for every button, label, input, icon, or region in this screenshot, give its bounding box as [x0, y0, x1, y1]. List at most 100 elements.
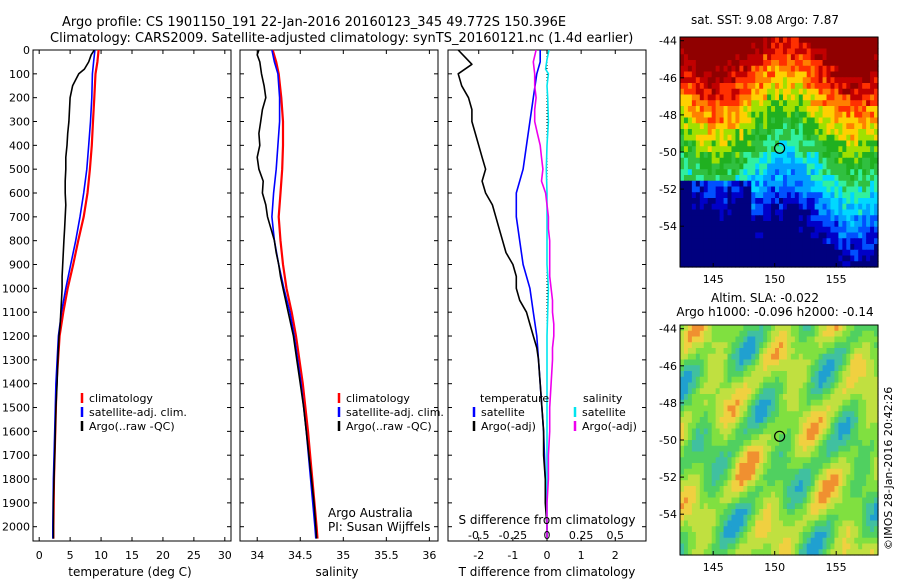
m2-cell — [687, 474, 693, 481]
m2-cell — [826, 468, 832, 476]
m2-cell — [782, 411, 788, 418]
m1-cell — [747, 249, 752, 257]
m2-cell — [818, 417, 824, 424]
m2-cell — [794, 468, 800, 476]
m1-cell — [731, 100, 737, 107]
m2-cell — [834, 480, 839, 487]
m2-cell — [691, 543, 697, 550]
m2-cell — [691, 440, 697, 447]
m2-cell — [806, 486, 812, 493]
m2-cell — [687, 486, 693, 493]
m2-cell — [771, 532, 776, 539]
m1-cell — [790, 163, 796, 170]
m1-cell — [782, 175, 788, 182]
m2-cell — [854, 382, 859, 389]
m1-cell — [858, 134, 863, 142]
m2-cell — [814, 497, 820, 504]
m2-cell — [826, 463, 832, 470]
m1-cell — [771, 244, 776, 251]
m2-cell — [695, 376, 701, 384]
m2-cell — [842, 526, 847, 533]
m1-cell — [870, 244, 875, 251]
m1-cell — [703, 175, 709, 182]
m1-cell — [767, 111, 772, 119]
m2-cell — [751, 497, 756, 504]
m2-cell — [703, 365, 709, 372]
m2-cell — [743, 325, 748, 332]
p1-xtick-label: 10 — [94, 549, 108, 562]
m2-cell — [695, 457, 701, 464]
m2-cell — [786, 532, 792, 539]
m1-cell — [731, 169, 737, 176]
m2-cell — [775, 532, 780, 539]
m1-cell — [830, 77, 836, 84]
m2-cell — [715, 330, 721, 338]
m1-cell — [759, 140, 764, 147]
m2-cell — [711, 411, 717, 418]
m2-cell — [858, 365, 863, 372]
m1-cell — [739, 134, 744, 142]
m1-cell — [794, 180, 800, 188]
m2-cell — [775, 451, 780, 458]
m1-cell — [731, 152, 737, 159]
m1-cell — [779, 123, 784, 130]
m2-cell — [794, 526, 800, 533]
m1-cell — [727, 106, 733, 113]
m1-cell — [814, 169, 820, 176]
m2-cell — [691, 411, 697, 418]
m2-cell — [846, 543, 851, 550]
m2-cell — [739, 474, 744, 481]
m1-cell — [870, 129, 875, 136]
m1-cell — [723, 261, 729, 268]
m2-cell — [695, 388, 701, 395]
m1-cell — [786, 157, 792, 165]
m1-cell — [743, 106, 748, 113]
m2-cell — [703, 474, 709, 481]
m1-cell — [751, 134, 756, 142]
m1-cell — [786, 140, 792, 147]
m2-cell — [782, 491, 788, 499]
m2-cell — [739, 359, 744, 366]
m2-cell — [695, 491, 701, 499]
m2-cell — [759, 543, 764, 550]
m1-cell — [830, 203, 836, 211]
m2-cell — [731, 457, 737, 464]
m1-cell — [794, 42, 800, 50]
m2-cell — [719, 382, 725, 389]
m2-cell — [767, 382, 772, 389]
m1-cell — [870, 117, 875, 124]
m2-cell — [874, 359, 879, 366]
m1-cell — [699, 111, 705, 119]
m1-cell — [826, 117, 832, 124]
m1-cell — [680, 100, 685, 107]
m2-cell — [699, 348, 705, 355]
m2-cell — [818, 491, 824, 499]
m1-cell — [723, 37, 729, 44]
m1-cell — [727, 60, 733, 67]
m1-cell — [818, 42, 824, 50]
m2-cell — [862, 537, 867, 545]
m1-cell — [763, 249, 768, 257]
m1-cell — [755, 42, 760, 50]
m1-cell — [727, 198, 733, 205]
m2-cell — [786, 417, 792, 424]
m2-cell — [711, 480, 717, 487]
m2-cell — [763, 405, 768, 412]
m2-cell — [862, 342, 867, 349]
m2-cell — [790, 440, 796, 447]
m2-cell — [826, 520, 832, 527]
m1-cell — [763, 54, 768, 61]
m2-cell — [866, 440, 871, 447]
m1-cell — [680, 186, 685, 193]
m2-cell — [854, 480, 859, 487]
m1-cell — [763, 123, 768, 130]
m2-cell — [822, 514, 828, 522]
m1-cell — [751, 198, 756, 205]
m1-cell — [691, 157, 697, 165]
m1-cell — [739, 192, 744, 199]
m1-cell — [866, 60, 871, 67]
m1-cell — [687, 232, 693, 239]
m1-cell — [715, 192, 721, 199]
m2-cell — [771, 382, 776, 389]
m1-cell — [707, 215, 713, 222]
